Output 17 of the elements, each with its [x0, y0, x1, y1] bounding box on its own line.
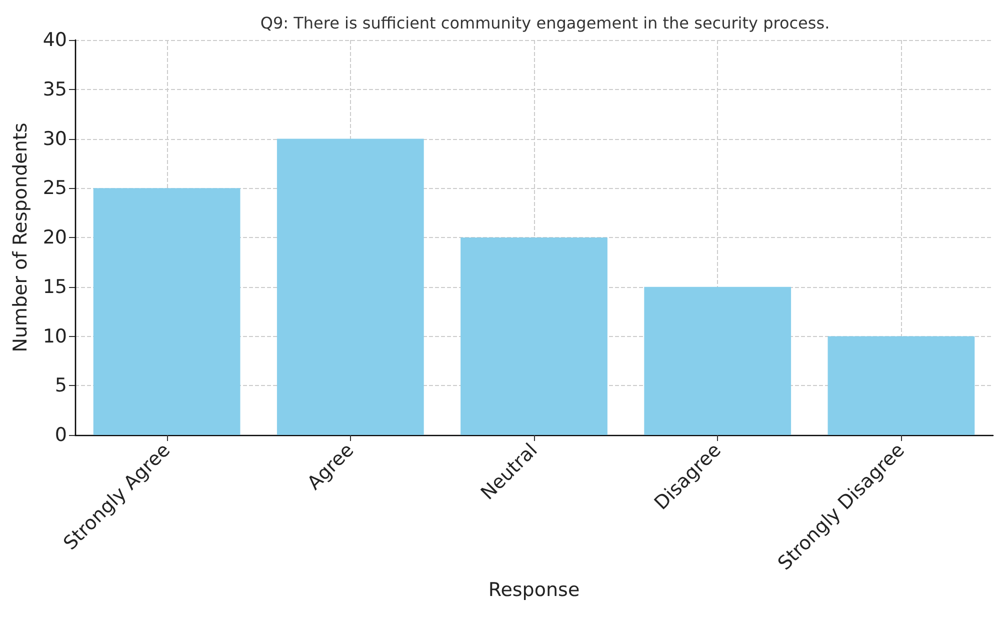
y-tick-label: 35 — [42, 78, 67, 100]
y-tick-label: 30 — [42, 128, 67, 150]
chart-title: Q9: There is sufficient community engagement in the security process. — [260, 14, 830, 32]
bar — [276, 138, 424, 435]
y-tick-label: 40 — [42, 29, 67, 51]
y-tick-label: 20 — [42, 226, 67, 248]
y-tick-label: 15 — [42, 276, 67, 298]
y-tick-label: 0 — [54, 424, 67, 446]
x-axis-title: Response — [488, 579, 580, 602]
y-tick-label: 10 — [42, 325, 67, 348]
bar — [460, 238, 608, 435]
y-axis-title: Number of Respondents — [10, 122, 32, 352]
y-tick-label: 5 — [54, 374, 67, 397]
bar — [644, 286, 792, 435]
y-tick-label: 25 — [42, 177, 67, 200]
bar — [93, 188, 240, 435]
bar — [828, 336, 975, 435]
